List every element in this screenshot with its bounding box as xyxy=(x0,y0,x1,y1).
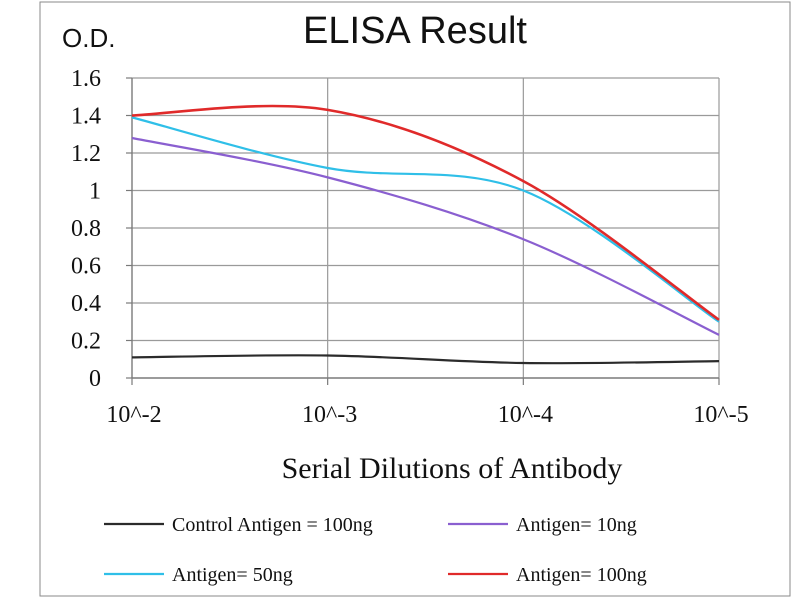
x-tick-label: 10^-5 xyxy=(693,402,748,428)
axes xyxy=(126,77,720,385)
legend-label: Control Antigen = 100ng xyxy=(172,514,373,536)
y-tick-label: 1.6 xyxy=(71,66,101,92)
legend: Control Antigen = 100ng Antigen= 10ng Anti… xyxy=(104,514,647,586)
y-tick-label: 0.8 xyxy=(71,216,101,242)
chart-title: ELISA Result xyxy=(303,10,527,52)
x-tick-labels: 10^-2 10^-3 10^-4 10^-5 xyxy=(106,402,748,428)
y-axis-label: O.D. xyxy=(62,23,115,53)
y-tick-labels: 0 0.2 0.4 0.6 0.8 1 1.2 1.4 1.6 xyxy=(71,66,101,392)
grid xyxy=(132,77,720,378)
y-tick-label: 1 xyxy=(89,179,101,205)
series-line-3 xyxy=(131,116,720,323)
chart-border xyxy=(39,1,791,597)
y-tick-label: 1.2 xyxy=(71,141,101,167)
legend-label: Antigen= 50ng xyxy=(172,564,293,586)
y-tick-label: 0.6 xyxy=(71,254,101,280)
y-tick-label: 0.2 xyxy=(71,329,101,355)
series-line-4 xyxy=(131,104,720,321)
x-tick-label: 10^-3 xyxy=(302,402,357,428)
series-line-2 xyxy=(131,136,720,336)
series-line-1 xyxy=(131,354,720,365)
y-tick-label: 0 xyxy=(89,366,101,392)
legend-label: Antigen= 10ng xyxy=(516,514,637,536)
x-tick-label: 10^-4 xyxy=(498,402,553,428)
x-axis-label: Serial Dilutions of Antibody xyxy=(282,452,623,485)
y-tick-label: 0.4 xyxy=(71,291,101,317)
y-tick-label: 1.4 xyxy=(71,104,101,130)
x-tick-label: 10^-2 xyxy=(106,402,161,428)
series-lines xyxy=(131,104,720,365)
legend-label: Antigen= 100ng xyxy=(516,564,647,586)
